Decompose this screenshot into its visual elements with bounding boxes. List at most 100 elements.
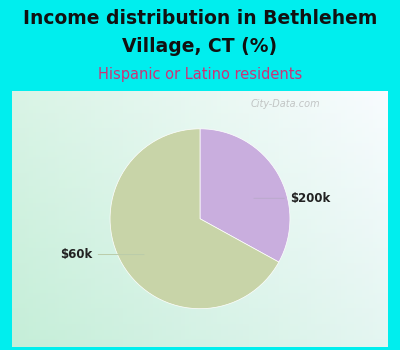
Bar: [12, 219, 388, 220]
Bar: [12, 114, 388, 115]
Bar: [12, 214, 388, 215]
Bar: [12, 136, 388, 137]
Bar: [12, 186, 388, 187]
Bar: [12, 274, 388, 275]
Bar: [12, 203, 388, 205]
Bar: [296, 91, 298, 346]
Bar: [12, 92, 388, 93]
Bar: [12, 321, 388, 322]
Bar: [12, 212, 388, 214]
Bar: [12, 127, 388, 128]
Bar: [12, 133, 388, 134]
Bar: [164, 91, 166, 346]
Bar: [12, 150, 388, 151]
Bar: [364, 91, 366, 346]
Bar: [12, 162, 388, 164]
Bar: [12, 193, 388, 195]
Bar: [12, 174, 388, 175]
Bar: [12, 294, 388, 295]
Bar: [153, 91, 155, 346]
Bar: [12, 316, 388, 317]
Bar: [298, 91, 300, 346]
Bar: [266, 91, 268, 346]
Bar: [204, 91, 206, 346]
Bar: [12, 278, 388, 279]
Bar: [12, 119, 388, 120]
Bar: [268, 91, 270, 346]
Bar: [187, 91, 189, 346]
Bar: [12, 178, 388, 179]
Bar: [25, 91, 27, 346]
Bar: [12, 134, 388, 136]
Bar: [159, 91, 160, 346]
Bar: [162, 91, 164, 346]
Bar: [192, 91, 194, 346]
Bar: [12, 93, 388, 95]
Bar: [12, 317, 388, 318]
Bar: [12, 256, 388, 257]
Bar: [12, 173, 388, 174]
Bar: [12, 196, 388, 197]
Text: City-Data.com: City-Data.com: [250, 99, 320, 108]
Bar: [12, 243, 388, 244]
Bar: [74, 91, 76, 346]
Bar: [172, 91, 174, 346]
Bar: [305, 91, 307, 346]
Bar: [23, 91, 25, 346]
Bar: [98, 91, 100, 346]
Bar: [12, 226, 388, 228]
Bar: [12, 228, 388, 229]
Bar: [309, 91, 311, 346]
Bar: [228, 91, 230, 346]
Bar: [12, 198, 388, 200]
Bar: [12, 272, 388, 274]
Bar: [12, 257, 388, 258]
Bar: [12, 289, 388, 290]
Bar: [320, 91, 322, 346]
Bar: [78, 91, 80, 346]
Bar: [12, 240, 388, 242]
Bar: [345, 91, 347, 346]
Bar: [12, 189, 388, 191]
Bar: [12, 311, 388, 312]
Bar: [76, 91, 78, 346]
Bar: [12, 340, 388, 341]
Bar: [57, 91, 59, 346]
Bar: [12, 95, 388, 96]
Bar: [174, 91, 176, 346]
Bar: [12, 335, 388, 336]
Bar: [12, 339, 388, 340]
Bar: [12, 304, 388, 306]
Bar: [12, 148, 388, 150]
Bar: [348, 91, 350, 346]
Bar: [12, 103, 388, 104]
Bar: [12, 199, 388, 201]
Bar: [328, 91, 330, 346]
Bar: [236, 91, 238, 346]
Bar: [12, 285, 388, 286]
Bar: [14, 91, 16, 346]
Bar: [12, 307, 388, 308]
Bar: [12, 197, 388, 198]
Bar: [240, 91, 241, 346]
Bar: [12, 306, 388, 307]
Bar: [12, 161, 388, 162]
Bar: [12, 155, 388, 156]
Bar: [12, 217, 388, 219]
Bar: [12, 132, 388, 133]
Bar: [20, 91, 22, 346]
Bar: [243, 91, 245, 346]
Bar: [12, 254, 388, 256]
Bar: [100, 91, 102, 346]
Bar: [12, 320, 388, 321]
Bar: [12, 336, 388, 337]
Bar: [183, 91, 185, 346]
Bar: [12, 223, 388, 224]
Bar: [12, 145, 388, 146]
Bar: [12, 156, 388, 158]
Bar: [12, 264, 388, 265]
Bar: [358, 91, 360, 346]
Bar: [61, 91, 63, 346]
Bar: [362, 91, 364, 346]
Bar: [12, 137, 388, 138]
